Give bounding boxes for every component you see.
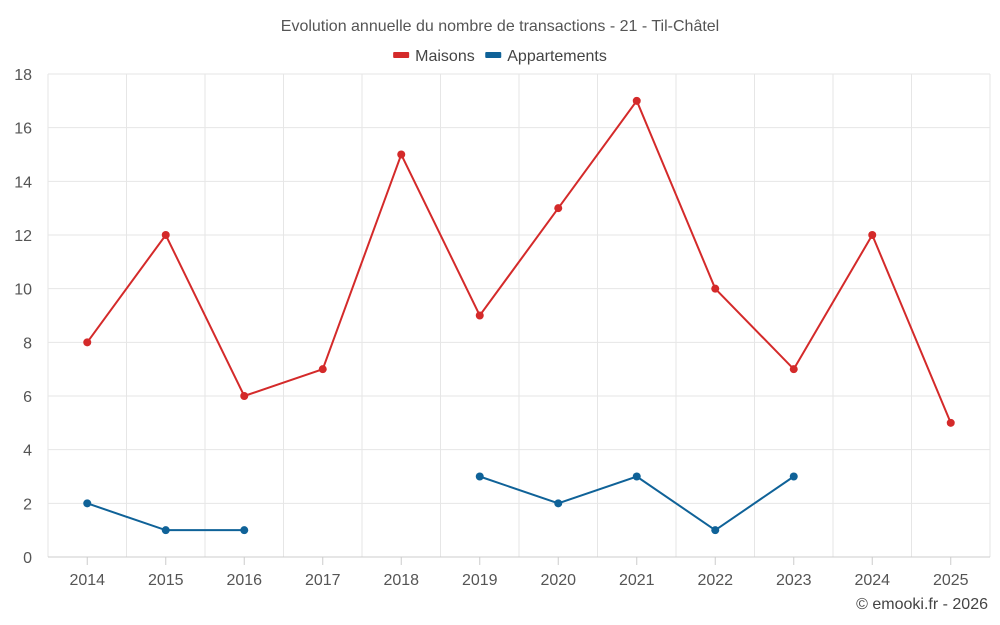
x-tick-label: 2023: [776, 572, 812, 589]
y-axis: 0 2 4 6 8 10 12 14 16 18: [14, 67, 32, 567]
x-tick-label: 2024: [854, 572, 890, 589]
legend-label-maisons: Maisons: [415, 48, 475, 65]
series-line-appartements: [86, 502, 245, 532]
x-tick-label: 2021: [619, 572, 655, 589]
data-point-appartements: [789, 472, 798, 481]
y-tick-label: 12: [14, 228, 32, 245]
legend-swatch-maisons: [393, 52, 410, 58]
data-point-maisons: [868, 231, 877, 239]
legend: Maisons Appartements: [393, 48, 607, 65]
grid: [47, 73, 991, 558]
data-point-maisons: [946, 418, 955, 427]
y-tick-label: 0: [23, 550, 32, 567]
data-point-appartements: [475, 472, 484, 481]
y-tick-label: 14: [14, 174, 32, 191]
data-point-maisons: [475, 311, 484, 320]
y-tick-label: 6: [23, 389, 32, 406]
x-tick-label: 2014: [69, 572, 105, 589]
data-point-maisons: [632, 96, 641, 105]
data-point-maisons: [789, 365, 798, 374]
data-point-maisons: [318, 365, 327, 374]
data-point-maisons: [711, 284, 720, 293]
data-point-maisons: [240, 392, 249, 400]
y-tick-label: 8: [23, 335, 32, 352]
data-point-appartements: [711, 526, 720, 535]
data-point-appartements: [161, 526, 170, 535]
data-point-maisons: [554, 204, 563, 213]
data-point-appartements: [240, 526, 249, 535]
x-axis: 2014 2015 2016 2017 2018 2019 2020 2021 2022 2023…: [48, 556, 990, 589]
x-tick-label: 2022: [697, 572, 733, 589]
legend-swatch-appartements: [485, 52, 502, 58]
data-point-appartements: [632, 472, 641, 481]
y-tick-label: 18: [14, 67, 32, 84]
data-point-appartements: [83, 499, 92, 508]
data-point-maisons: [161, 231, 170, 239]
data-point-maisons: [397, 150, 406, 159]
series-line-maisons: [86, 98, 952, 424]
chart-title: Evolution annuelle du nombre de transact…: [281, 18, 719, 35]
x-tick-label: 2019: [462, 572, 498, 589]
credit-text: © emooki.fr - 2026: [856, 596, 988, 613]
x-tick-label: 2025: [933, 572, 969, 589]
y-tick-label: 16: [14, 121, 32, 138]
y-tick-label: 2: [23, 496, 32, 513]
y-tick-label: 4: [23, 443, 32, 460]
x-tick-label: 2018: [383, 572, 419, 589]
plot-area: [83, 96, 955, 535]
x-tick-label: 2020: [540, 572, 576, 589]
x-tick-label: 2017: [305, 572, 341, 589]
x-tick-label: 2016: [226, 572, 262, 589]
data-point-appartements: [554, 499, 563, 508]
legend-label-appartements: Appartements: [507, 48, 607, 65]
x-tick-label: 2015: [148, 572, 184, 589]
data-point-maisons: [83, 338, 92, 347]
y-tick-label: 10: [14, 282, 32, 299]
